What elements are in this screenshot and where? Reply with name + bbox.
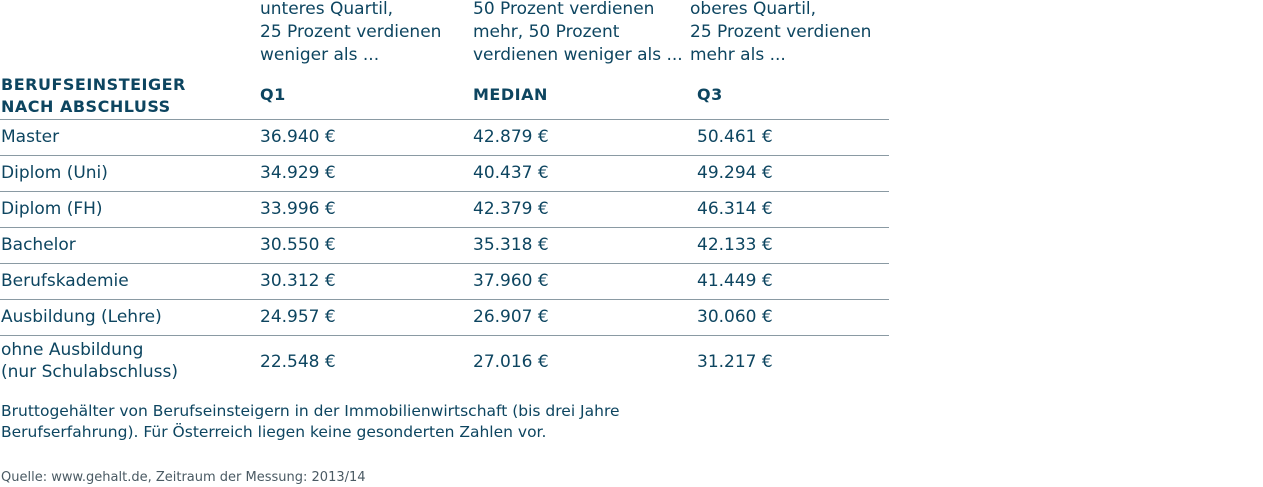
column-header-degree-line: BERUFSEINSTEIGER	[1, 75, 186, 94]
column-header-median: MEDIAN	[473, 85, 548, 104]
q3-description: oberes Quartil, 25 Prozent verdienen meh…	[690, 0, 871, 67]
table-row: Ausbildung (Lehre) 24.957 € 26.907 € 30.…	[0, 300, 889, 336]
table-row: Bachelor 30.550 € 35.318 € 42.133 €	[0, 228, 889, 264]
median-description-line: mehr, 50 Prozent	[473, 22, 620, 42]
median-description-line: 50 Prozent verdienen	[473, 0, 655, 19]
degree-label: Master	[1, 127, 60, 147]
q1-description-line: weniger als ...	[260, 45, 380, 65]
q1-value: 22.548 €	[260, 352, 336, 372]
q3-description-line: 25 Prozent verdienen	[690, 22, 872, 42]
degree-label-line: ohne Ausbildung	[1, 340, 144, 360]
source-citation: Quelle: www.gehalt.de, Zeitraum der Mess…	[1, 470, 366, 485]
q3-description-line: mehr als ...	[690, 45, 786, 65]
q1-description: unteres Quartil, 25 Prozent verdienen we…	[260, 0, 441, 67]
q1-description-line: unteres Quartil,	[260, 0, 394, 19]
q3-value: 46.314 €	[697, 199, 773, 219]
footnote-line: Berufserfahrung). Für Österreich liegen …	[1, 423, 547, 441]
degree-label: Ausbildung (Lehre)	[1, 307, 162, 327]
degree-label: Berufskademie	[1, 271, 129, 291]
column-header-q3: Q3	[697, 85, 723, 104]
q1-description-line: 25 Prozent verdienen	[260, 22, 442, 42]
median-value: 42.879 €	[473, 127, 549, 147]
median-value: 26.907 €	[473, 307, 549, 327]
table-row: Master 36.940 € 42.879 € 50.461 €	[0, 120, 889, 156]
median-value: 37.960 €	[473, 271, 549, 291]
table-row: Berufskademie 30.312 € 37.960 € 41.449 €	[0, 264, 889, 300]
footnote: Bruttogehälter von Berufseinsteigern in …	[1, 401, 641, 443]
q1-value: 24.957 €	[260, 307, 336, 327]
footnote-line: Bruttogehälter von Berufseinsteigern in …	[1, 402, 620, 420]
table-row: Diplom (FH) 33.996 € 42.379 € 46.314 €	[0, 192, 889, 228]
table-row: Diplom (Uni) 34.929 € 40.437 € 49.294 €	[0, 156, 889, 192]
median-value: 42.379 €	[473, 199, 549, 219]
median-value: 27.016 €	[473, 352, 549, 372]
column-header-degree: BERUFSEINSTEIGER NACH ABSCHLUSS	[1, 74, 186, 118]
degree-label: Bachelor	[1, 235, 76, 255]
q1-value: 34.929 €	[260, 163, 336, 183]
q3-value: 49.294 €	[697, 163, 773, 183]
degree-label: ohne Ausbildung (nur Schulabschluss)	[1, 339, 221, 383]
degree-label-line: (nur Schulabschluss)	[1, 362, 179, 382]
q1-value: 30.550 €	[260, 235, 336, 255]
median-value: 40.437 €	[473, 163, 549, 183]
median-description: 50 Prozent verdienen mehr, 50 Prozent ve…	[473, 0, 683, 67]
column-header-degree-line: NACH ABSCHLUSS	[1, 97, 171, 116]
q3-value: 41.449 €	[697, 271, 773, 291]
q3-value: 50.461 €	[697, 127, 773, 147]
q1-value: 30.312 €	[260, 271, 336, 291]
q3-value: 30.060 €	[697, 307, 773, 327]
q1-value: 36.940 €	[260, 127, 336, 147]
column-header-q1: Q1	[260, 85, 286, 104]
salary-table: Master 36.940 € 42.879 € 50.461 € Diplom…	[0, 119, 889, 388]
median-description-line: verdienen weniger als ...	[473, 45, 683, 65]
degree-label: Diplom (Uni)	[1, 163, 108, 183]
q3-description-line: oberes Quartil,	[690, 0, 817, 19]
q3-value: 42.133 €	[697, 235, 773, 255]
q1-value: 33.996 €	[260, 199, 336, 219]
q3-value: 31.217 €	[697, 352, 773, 372]
median-value: 35.318 €	[473, 235, 549, 255]
table-row: ohne Ausbildung (nur Schulabschluss) 22.…	[0, 336, 889, 388]
degree-label: Diplom (FH)	[1, 199, 103, 219]
